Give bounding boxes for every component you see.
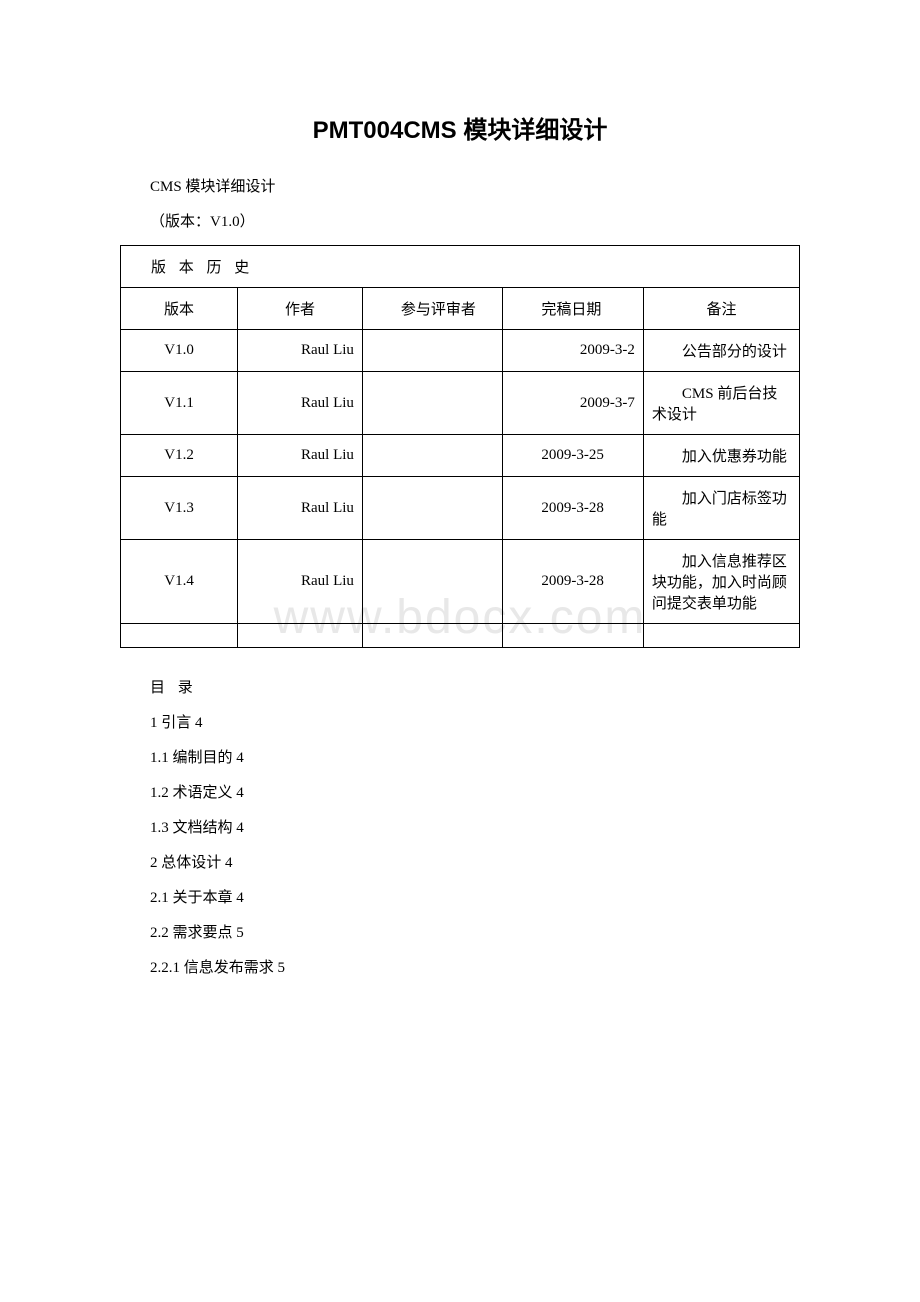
col-version: 版本 xyxy=(121,288,238,330)
empty-cell xyxy=(643,624,799,648)
subtitle: CMS 模块详细设计 xyxy=(120,175,800,196)
cell-notes: CMS 前后台技术设计 xyxy=(643,372,799,435)
table-empty-row xyxy=(121,624,800,648)
version-history-table: 版 本 历 史 版本 作者 参与评审者 完稿日期 备注 V1.0 Raul Li… xyxy=(120,245,800,648)
version-line: （版本：V1.0） xyxy=(120,210,800,231)
cell-notes: 加入信息推荐区块功能，加入时尚顾问提交表单功能 xyxy=(643,540,799,624)
col-notes: 备注 xyxy=(643,288,799,330)
page-title: PMT004CMS 模块详细设计 xyxy=(120,110,800,145)
table-column-header-row: 版本 作者 参与评审者 完稿日期 备注 xyxy=(121,288,800,330)
cell-date: 2009-3-28 xyxy=(503,540,643,624)
cell-version: V1.2 xyxy=(121,435,238,477)
toc-item: 1.3 文档结构 4 xyxy=(120,816,800,837)
cell-author: Raul Liu xyxy=(238,372,363,435)
cell-version: V1.0 xyxy=(121,330,238,372)
cell-date: 2009-3-7 xyxy=(503,372,643,435)
cell-author: Raul Liu xyxy=(238,330,363,372)
empty-cell xyxy=(121,624,238,648)
col-author: 作者 xyxy=(238,288,363,330)
table-row: V1.1 Raul Liu 2009-3-7 CMS 前后台技术设计 xyxy=(121,372,800,435)
cell-reviewer xyxy=(362,372,502,435)
cell-date: 2009-3-28 xyxy=(503,477,643,540)
cell-reviewer xyxy=(362,330,502,372)
col-date: 完稿日期 xyxy=(503,288,643,330)
cell-notes: 公告部分的设计 xyxy=(643,330,799,372)
cell-notes: 加入门店标签功能 xyxy=(643,477,799,540)
toc-heading: 目 录 xyxy=(120,676,800,697)
cell-date: 2009-3-25 xyxy=(503,435,643,477)
cell-version: V1.4 xyxy=(121,540,238,624)
cell-date: 2009-3-2 xyxy=(503,330,643,372)
table-row: V1.2 Raul Liu 2009-3-25 加入优惠券功能 xyxy=(121,435,800,477)
table-row: V1.0 Raul Liu 2009-3-2 公告部分的设计 xyxy=(121,330,800,372)
table-row: V1.3 Raul Liu 2009-3-28 加入门店标签功能 xyxy=(121,477,800,540)
toc-item: 1 引言 4 xyxy=(120,711,800,732)
empty-cell xyxy=(238,624,363,648)
empty-cell xyxy=(503,624,643,648)
col-reviewer: 参与评审者 xyxy=(362,288,502,330)
history-label: 版 本 历 史 xyxy=(121,246,800,288)
cell-author: Raul Liu xyxy=(238,540,363,624)
toc-item: 1.1 编制目的 4 xyxy=(120,746,800,767)
toc-item: 2.2.1 信息发布需求 5 xyxy=(120,956,800,977)
cell-author: Raul Liu xyxy=(238,477,363,540)
toc-item: 2.2 需求要点 5 xyxy=(120,921,800,942)
table-row: V1.4 Raul Liu 2009-3-28 加入信息推荐区块功能，加入时尚顾… xyxy=(121,540,800,624)
cell-reviewer xyxy=(362,540,502,624)
cell-reviewer xyxy=(362,477,502,540)
cell-author: Raul Liu xyxy=(238,435,363,477)
empty-cell xyxy=(362,624,502,648)
toc-item: 2.1 关于本章 4 xyxy=(120,886,800,907)
table-header-title-row: 版 本 历 史 xyxy=(121,246,800,288)
cell-version: V1.1 xyxy=(121,372,238,435)
toc-item: 2 总体设计 4 xyxy=(120,851,800,872)
cell-notes: 加入优惠券功能 xyxy=(643,435,799,477)
cell-version: V1.3 xyxy=(121,477,238,540)
toc-item: 1.2 术语定义 4 xyxy=(120,781,800,802)
cell-reviewer xyxy=(362,435,502,477)
